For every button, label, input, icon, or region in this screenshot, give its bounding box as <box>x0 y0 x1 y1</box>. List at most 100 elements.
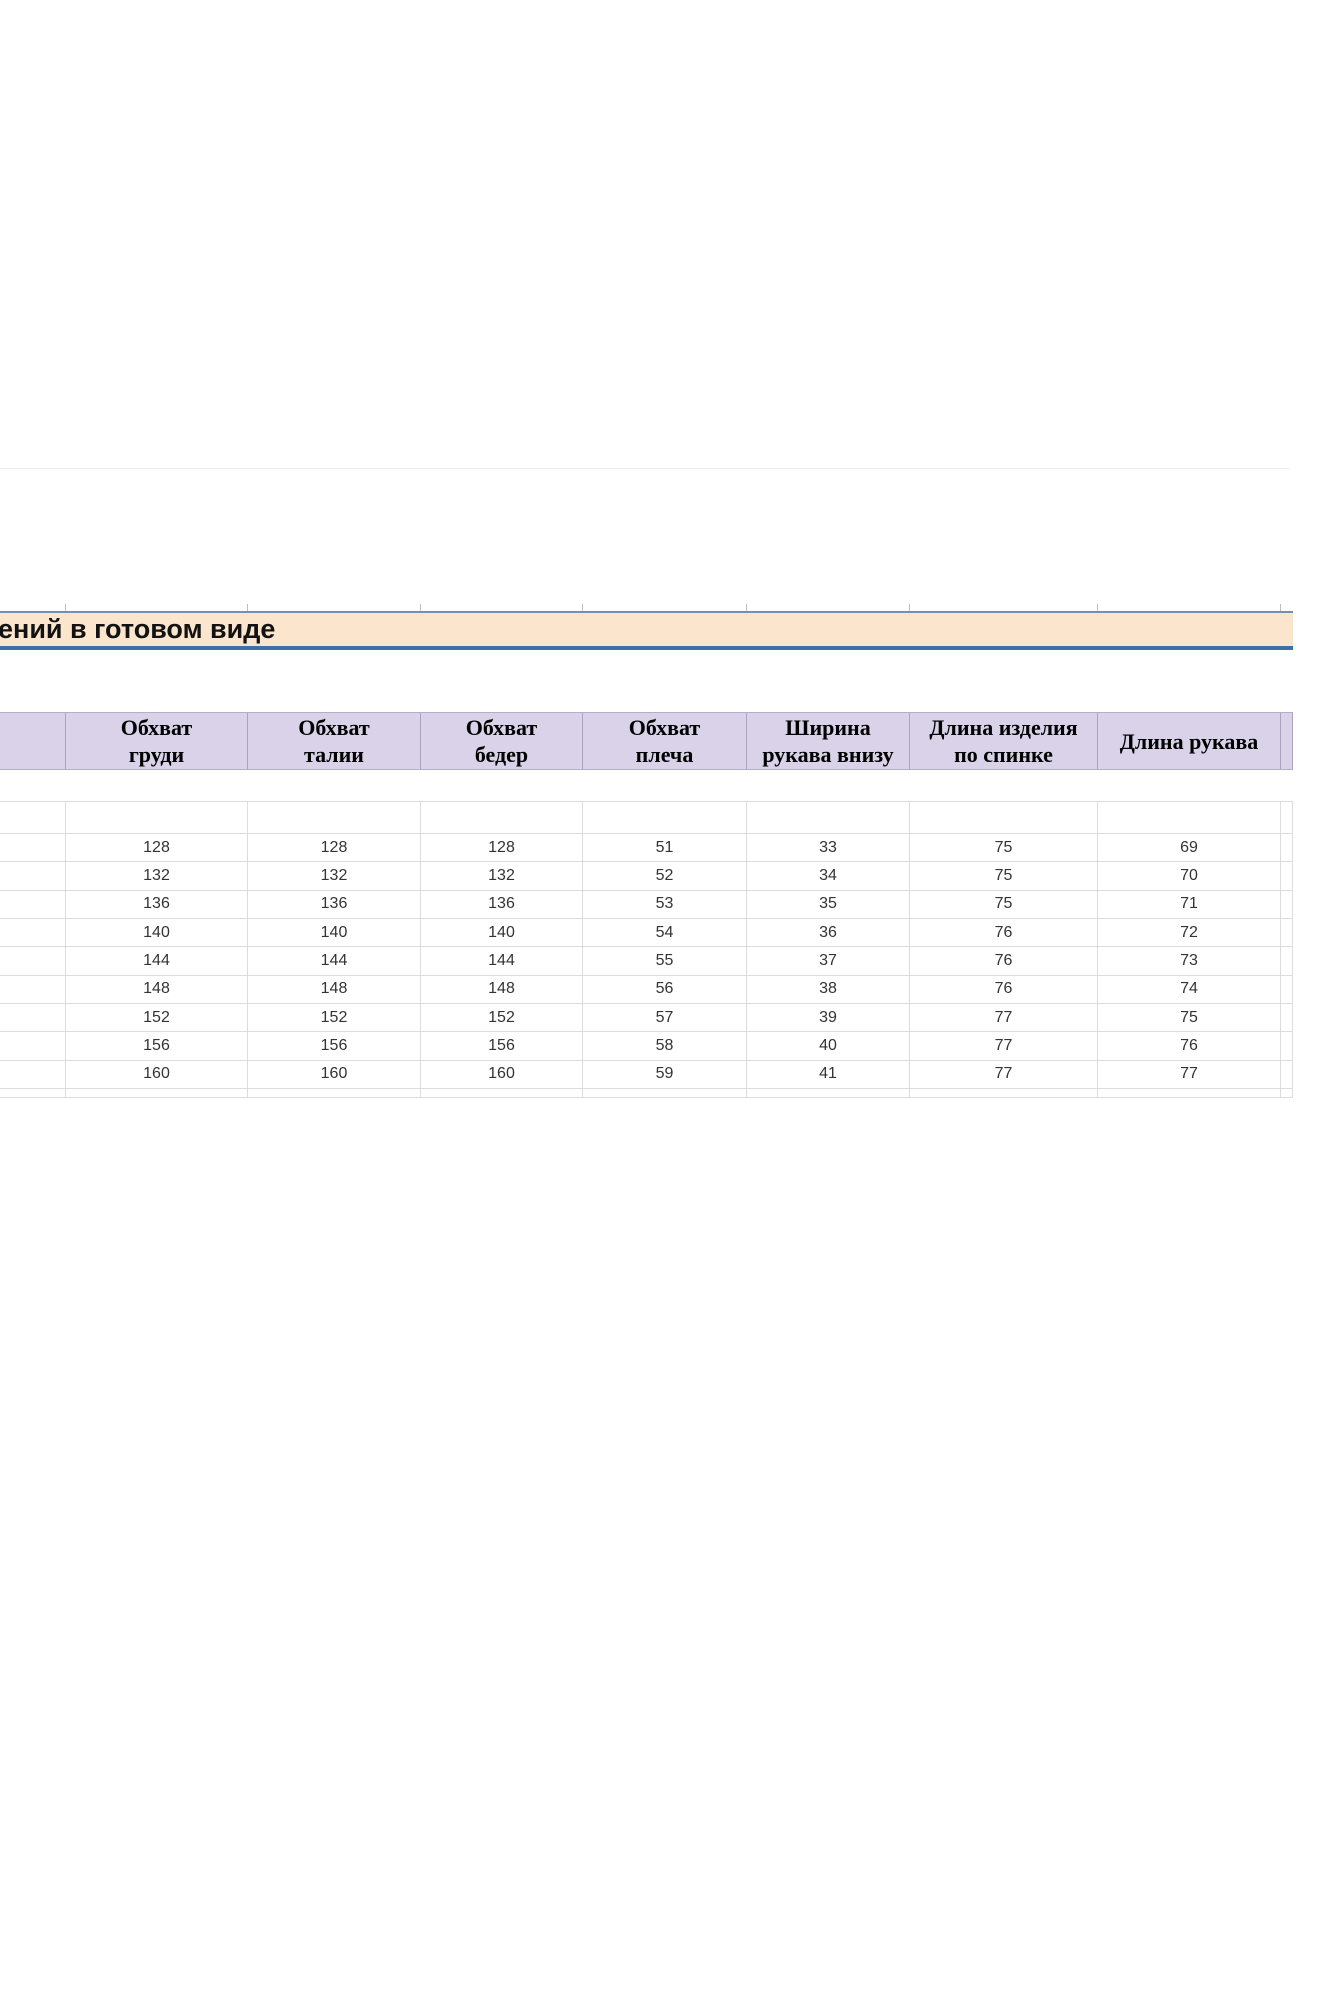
table-cell[interactable]: 76 <box>910 918 1098 947</box>
table-cell[interactable] <box>747 1088 910 1097</box>
table-cell[interactable]: 140 <box>248 918 421 947</box>
header-cell-clipped-right[interactable] <box>1281 713 1293 769</box>
table-cell[interactable]: 77 <box>910 1032 1098 1060</box>
table-cell[interactable]: 132 <box>248 862 421 890</box>
table-cell[interactable]: 33 <box>747 834 910 862</box>
table-cell[interactable]: 132 <box>66 862 248 890</box>
table-cell[interactable]: 77 <box>910 1003 1098 1032</box>
table-cell[interactable]: 54 <box>583 918 747 947</box>
table-cell[interactable]: 59 <box>583 1060 747 1088</box>
table-cell[interactable] <box>0 862 66 890</box>
table-cell[interactable]: 160 <box>248 1060 421 1088</box>
header-cell-waist[interactable]: Обхват талии <box>248 713 421 769</box>
table-cell[interactable] <box>1281 890 1293 918</box>
table-cell[interactable]: 76 <box>910 975 1098 1003</box>
table-cell[interactable] <box>1281 947 1293 975</box>
header-cell-shoulder[interactable]: Обхват плеча <box>583 713 747 769</box>
table-cell[interactable]: 75 <box>1098 1003 1281 1032</box>
table-cell[interactable] <box>66 802 248 833</box>
table-cell[interactable]: 40 <box>747 1032 910 1060</box>
table-cell[interactable] <box>0 975 66 1003</box>
table-cell[interactable]: 77 <box>910 1060 1098 1088</box>
table-cell[interactable]: 148 <box>421 975 583 1003</box>
table-cell[interactable]: 132 <box>421 862 583 890</box>
header-cell-sleeve-length[interactable]: Длина рукава <box>1098 713 1281 769</box>
table-cell[interactable] <box>0 802 66 833</box>
table-cell[interactable] <box>1281 802 1293 833</box>
table-cell[interactable]: 136 <box>248 890 421 918</box>
table-cell[interactable] <box>910 1088 1098 1097</box>
table-cell[interactable]: 160 <box>421 1060 583 1088</box>
table-cell[interactable] <box>0 834 66 862</box>
table-cell[interactable] <box>248 802 421 833</box>
table-cell[interactable]: 75 <box>910 834 1098 862</box>
table-cell[interactable]: 148 <box>248 975 421 1003</box>
header-cell-sleeve-width[interactable]: Ширина рукава внизу <box>747 713 910 769</box>
table-cell[interactable]: 152 <box>66 1003 248 1032</box>
table-cell[interactable]: 156 <box>421 1032 583 1060</box>
table-cell[interactable]: 136 <box>66 890 248 918</box>
table-cell[interactable] <box>421 1088 583 1097</box>
table-cell[interactable] <box>910 802 1098 833</box>
table-cell[interactable] <box>0 1088 66 1097</box>
table-cell[interactable]: 35 <box>747 890 910 918</box>
table-cell[interactable]: 156 <box>248 1032 421 1060</box>
table-cell[interactable]: 152 <box>248 1003 421 1032</box>
table-cell[interactable]: 73 <box>1098 947 1281 975</box>
header-cell-hips[interactable]: Обхват бедер <box>421 713 583 769</box>
table-cell[interactable]: 136 <box>421 890 583 918</box>
table-cell[interactable]: 72 <box>1098 918 1281 947</box>
table-cell[interactable] <box>0 1060 66 1088</box>
table-cell[interactable]: 77 <box>1098 1060 1281 1088</box>
table-cell[interactable]: 144 <box>421 947 583 975</box>
table-cell[interactable] <box>747 802 910 833</box>
table-cell[interactable] <box>248 1088 421 1097</box>
table-cell[interactable]: 58 <box>583 1032 747 1060</box>
table-cell[interactable]: 128 <box>421 834 583 862</box>
table-cell[interactable]: 53 <box>583 890 747 918</box>
table-cell[interactable]: 55 <box>583 947 747 975</box>
table-cell[interactable]: 56 <box>583 975 747 1003</box>
table-cell[interactable]: 38 <box>747 975 910 1003</box>
table-cell[interactable] <box>1281 1032 1293 1060</box>
table-cell[interactable]: 70 <box>1098 862 1281 890</box>
table-cell[interactable] <box>0 918 66 947</box>
table-cell[interactable]: 128 <box>248 834 421 862</box>
header-cell-chest[interactable]: Обхват груди <box>66 713 248 769</box>
title-banner-cell[interactable]: ений в готовом виде <box>0 611 1293 650</box>
table-cell[interactable] <box>1281 862 1293 890</box>
header-cell-clipped-left[interactable] <box>0 713 66 769</box>
table-cell[interactable]: 140 <box>421 918 583 947</box>
table-cell[interactable] <box>1281 834 1293 862</box>
table-cell[interactable]: 75 <box>910 890 1098 918</box>
table-cell[interactable]: 156 <box>66 1032 248 1060</box>
table-cell[interactable] <box>1281 1060 1293 1088</box>
table-cell[interactable] <box>0 890 66 918</box>
table-cell[interactable] <box>1098 802 1281 833</box>
table-cell[interactable]: 51 <box>583 834 747 862</box>
table-cell[interactable]: 76 <box>910 947 1098 975</box>
table-cell[interactable] <box>0 947 66 975</box>
table-cell[interactable]: 144 <box>248 947 421 975</box>
table-cell[interactable]: 140 <box>66 918 248 947</box>
table-cell[interactable] <box>0 1032 66 1060</box>
table-cell[interactable]: 76 <box>1098 1032 1281 1060</box>
table-cell[interactable] <box>1281 1003 1293 1032</box>
table-cell[interactable]: 160 <box>66 1060 248 1088</box>
table-cell[interactable]: 128 <box>66 834 248 862</box>
table-cell[interactable] <box>583 802 747 833</box>
table-cell[interactable]: 152 <box>421 1003 583 1032</box>
table-cell[interactable] <box>1281 918 1293 947</box>
table-cell[interactable]: 74 <box>1098 975 1281 1003</box>
table-cell[interactable] <box>1281 1088 1293 1097</box>
table-cell[interactable]: 41 <box>747 1060 910 1088</box>
table-cell[interactable]: 36 <box>747 918 910 947</box>
table-cell[interactable]: 57 <box>583 1003 747 1032</box>
table-cell[interactable]: 75 <box>910 862 1098 890</box>
table-cell[interactable] <box>66 1088 248 1097</box>
table-cell[interactable] <box>421 802 583 833</box>
header-cell-back-length[interactable]: Длина изделия по спинке <box>910 713 1098 769</box>
table-cell[interactable]: 37 <box>747 947 910 975</box>
table-cell[interactable]: 34 <box>747 862 910 890</box>
table-cell[interactable]: 39 <box>747 1003 910 1032</box>
